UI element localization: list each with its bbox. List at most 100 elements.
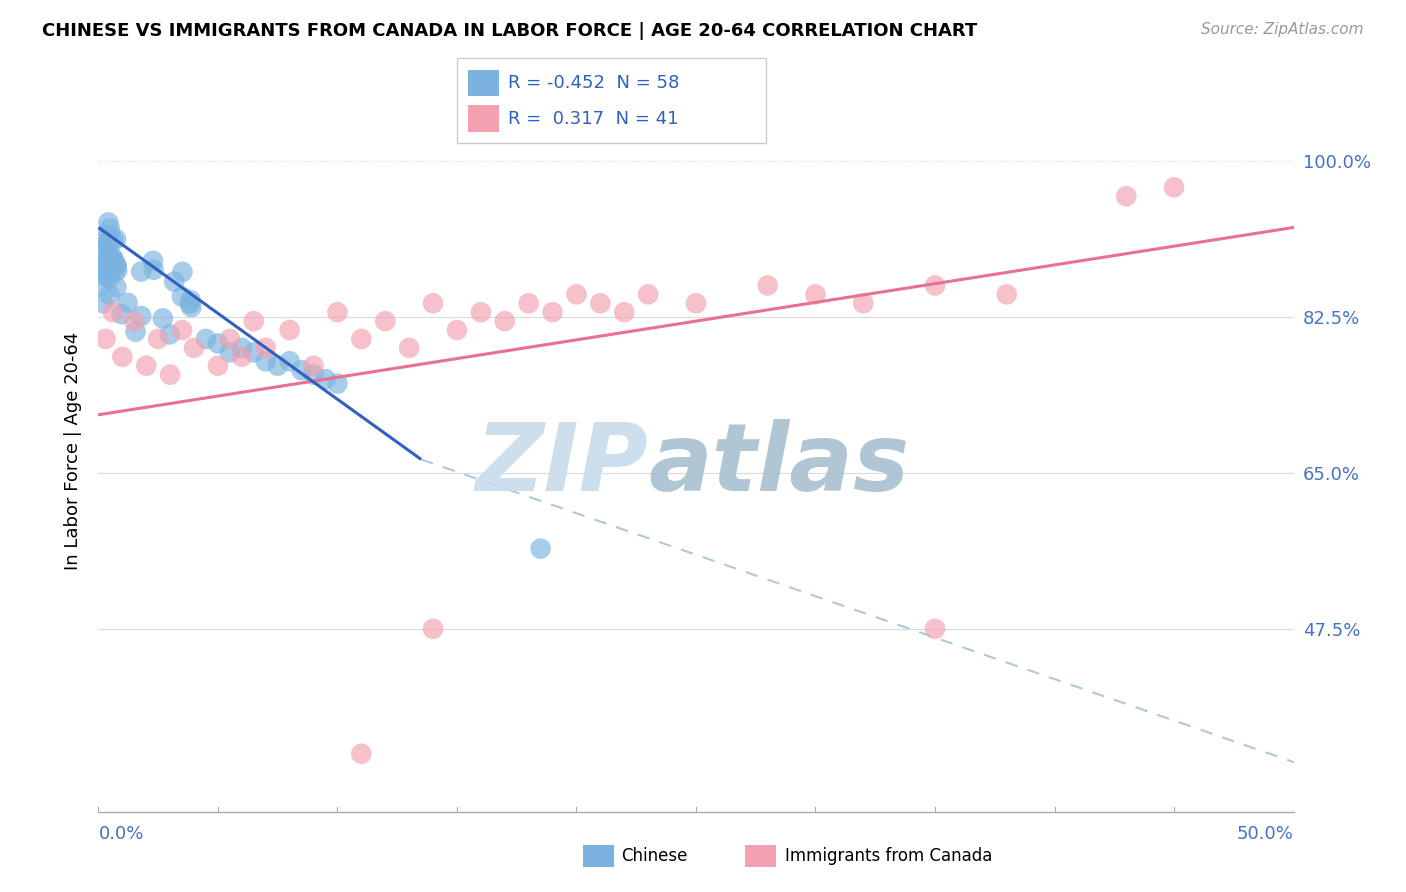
Point bbox=[159, 368, 181, 382]
Point bbox=[231, 350, 253, 364]
Point bbox=[183, 341, 205, 355]
Point bbox=[315, 372, 337, 386]
Text: Immigrants from Canada: Immigrants from Canada bbox=[785, 847, 991, 865]
Text: Chinese: Chinese bbox=[621, 847, 688, 865]
Point bbox=[613, 305, 636, 319]
Point bbox=[422, 622, 444, 636]
Y-axis label: In Labor Force | Age 20-64: In Labor Force | Age 20-64 bbox=[63, 331, 82, 570]
Point bbox=[105, 258, 128, 272]
Point bbox=[995, 287, 1018, 301]
Point bbox=[91, 296, 114, 310]
Point bbox=[207, 336, 229, 351]
Point bbox=[243, 314, 266, 328]
Point bbox=[530, 541, 553, 556]
Point bbox=[101, 256, 124, 270]
Point bbox=[804, 287, 827, 301]
Point bbox=[195, 332, 218, 346]
Point bbox=[267, 359, 290, 373]
Point bbox=[103, 252, 125, 267]
Point bbox=[180, 293, 202, 308]
Point bbox=[179, 297, 201, 311]
Point bbox=[219, 345, 242, 359]
Point bbox=[98, 250, 121, 264]
Point bbox=[110, 307, 132, 321]
Text: atlas: atlas bbox=[648, 419, 910, 511]
Point bbox=[100, 259, 122, 273]
Point bbox=[101, 305, 124, 319]
Point bbox=[98, 271, 121, 285]
Point bbox=[105, 232, 128, 246]
Point bbox=[103, 265, 125, 279]
Point bbox=[94, 255, 117, 269]
Point bbox=[517, 296, 540, 310]
Point bbox=[278, 323, 301, 337]
Point bbox=[98, 227, 121, 242]
Point bbox=[170, 290, 193, 304]
Point bbox=[124, 314, 146, 328]
Point bbox=[105, 263, 128, 277]
Point bbox=[90, 263, 112, 277]
Text: 50.0%: 50.0% bbox=[1237, 825, 1294, 843]
Point bbox=[422, 296, 444, 310]
Point bbox=[219, 332, 242, 346]
Point bbox=[243, 345, 266, 359]
Point bbox=[207, 359, 229, 373]
Point bbox=[148, 332, 170, 346]
Point bbox=[326, 376, 349, 391]
Point bbox=[97, 234, 120, 248]
Point bbox=[1163, 180, 1185, 194]
Point bbox=[90, 230, 112, 244]
Point bbox=[129, 309, 152, 323]
Point bbox=[111, 350, 134, 364]
Text: R =  0.317  N = 41: R = 0.317 N = 41 bbox=[508, 110, 678, 128]
Point bbox=[163, 275, 186, 289]
Point bbox=[180, 300, 202, 314]
Text: R = -0.452  N = 58: R = -0.452 N = 58 bbox=[508, 74, 679, 92]
Point bbox=[924, 622, 946, 636]
Point bbox=[124, 325, 146, 339]
Point bbox=[302, 368, 325, 382]
Point bbox=[350, 747, 373, 761]
Point bbox=[374, 314, 396, 328]
Text: 0.0%: 0.0% bbox=[98, 825, 143, 843]
Point bbox=[142, 262, 165, 277]
Point bbox=[101, 250, 124, 264]
Point bbox=[93, 240, 115, 254]
Point bbox=[129, 264, 152, 278]
Point bbox=[98, 288, 121, 302]
Point bbox=[98, 221, 121, 235]
Point bbox=[96, 237, 118, 252]
Point bbox=[159, 327, 181, 342]
Point bbox=[97, 215, 120, 229]
Point bbox=[94, 245, 117, 260]
Point bbox=[172, 323, 194, 337]
Point bbox=[94, 332, 117, 346]
Point bbox=[589, 296, 612, 310]
Point bbox=[350, 332, 373, 346]
Point bbox=[152, 311, 174, 326]
Point bbox=[924, 278, 946, 293]
Text: Source: ZipAtlas.com: Source: ZipAtlas.com bbox=[1201, 22, 1364, 37]
Point bbox=[172, 265, 194, 279]
Point bbox=[135, 359, 157, 373]
Point bbox=[291, 363, 314, 377]
Text: CHINESE VS IMMIGRANTS FROM CANADA IN LABOR FORCE | AGE 20-64 CORRELATION CHART: CHINESE VS IMMIGRANTS FROM CANADA IN LAB… bbox=[42, 22, 977, 40]
Point bbox=[91, 268, 114, 283]
Point bbox=[565, 287, 588, 301]
Point bbox=[101, 253, 124, 268]
Point bbox=[446, 323, 468, 337]
Point bbox=[117, 295, 139, 310]
Point bbox=[254, 354, 277, 368]
Point bbox=[398, 341, 420, 355]
Text: ZIP: ZIP bbox=[475, 419, 648, 511]
Point bbox=[105, 280, 128, 294]
Point bbox=[1115, 189, 1137, 203]
Point bbox=[105, 260, 128, 274]
Point bbox=[231, 341, 253, 355]
Point bbox=[326, 305, 349, 319]
Point bbox=[470, 305, 492, 319]
Point bbox=[541, 305, 564, 319]
Point bbox=[637, 287, 659, 301]
Point bbox=[254, 341, 277, 355]
Point bbox=[756, 278, 779, 293]
